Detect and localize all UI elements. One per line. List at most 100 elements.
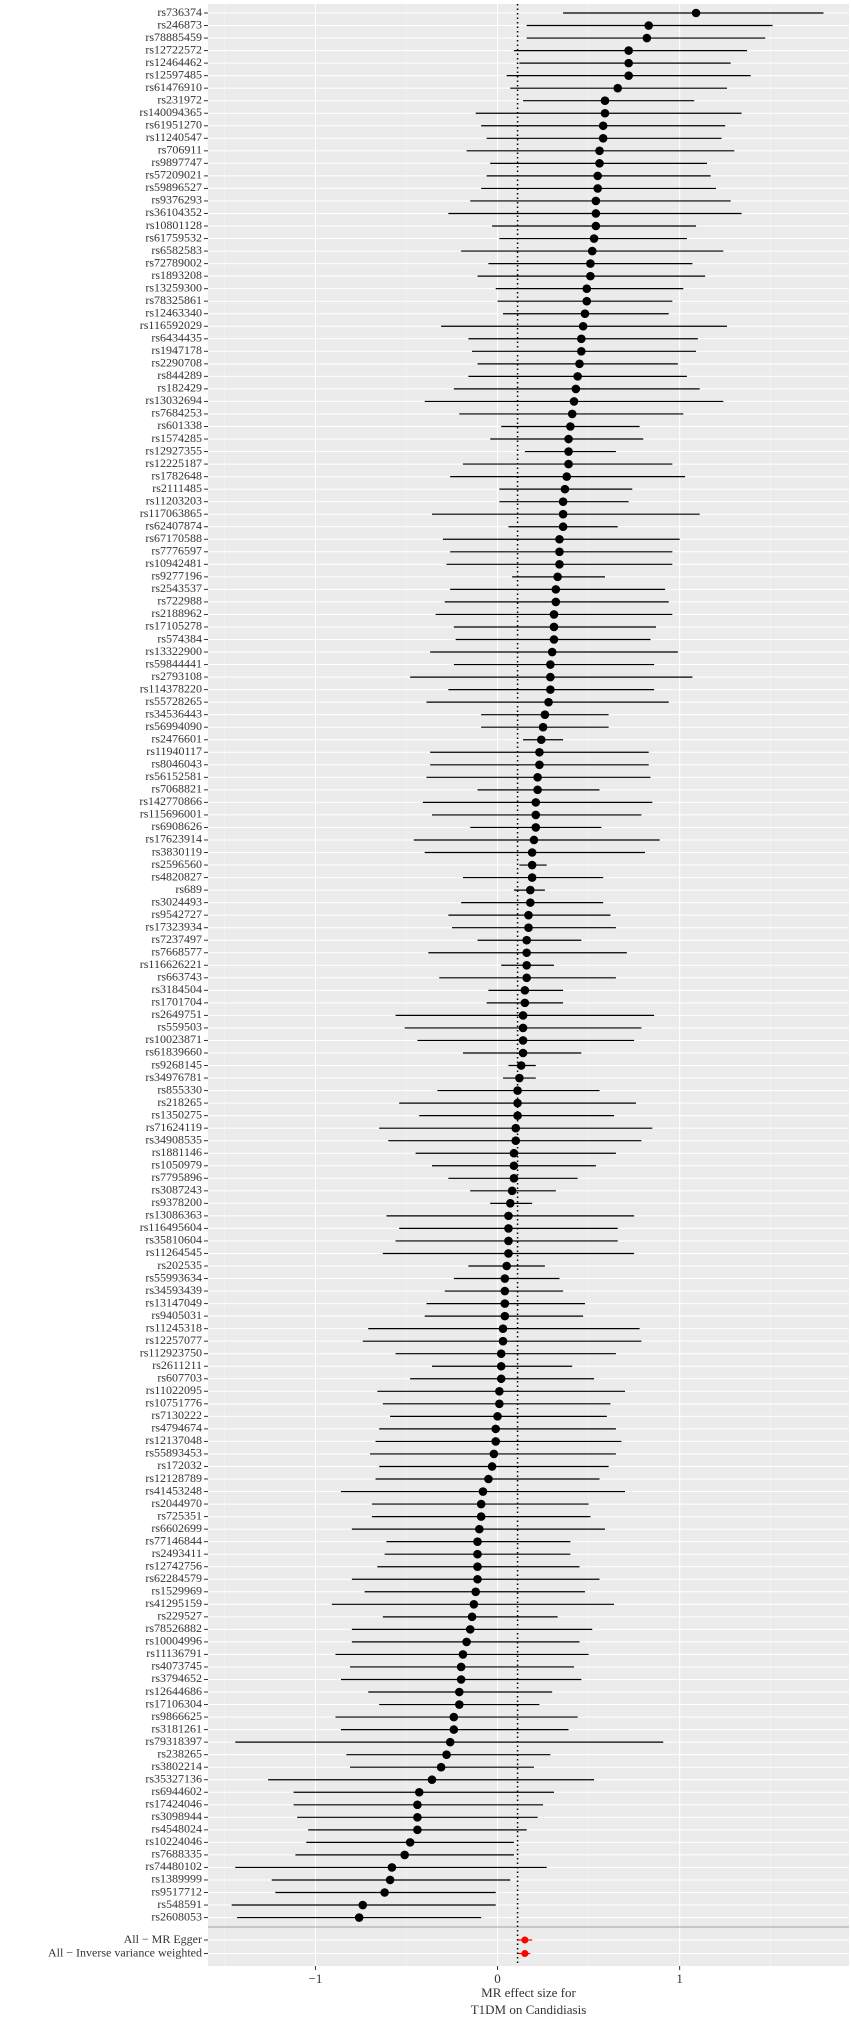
y-tick-label: rs61759532 [145,230,202,244]
point [469,1600,479,1609]
point [500,1299,510,1308]
y-tick-label: rs725351 [157,1508,202,1522]
point [427,1775,437,1785]
y-tick-label: rs9277196 [151,569,202,583]
y-tick-label: rs116626221 [140,957,202,971]
point [533,773,542,782]
panel [208,4,849,1966]
point [489,1449,499,1459]
y-tick-label: rs2290708 [151,356,202,370]
y-tick-label: rs9542727 [151,907,202,921]
point [644,21,653,30]
y-tick-label: rs2044970 [151,1496,202,1510]
point [511,1136,521,1145]
point [569,397,579,406]
point [476,1499,486,1509]
point [518,1048,528,1058]
y-tick-label: rs11136791 [146,1646,202,1660]
y-tick-label: rs844289 [157,368,202,382]
point [358,1900,368,1910]
point [473,1537,482,1546]
y-tick-label: rs74480102 [145,1859,202,1873]
point [380,1888,389,1897]
y-tick-label: rs4794674 [151,1421,202,1435]
y-tick-label: rs35327136 [145,1771,202,1785]
y-tick-label: rs7668577 [151,945,202,959]
y-tick-label: rs1893208 [151,268,202,282]
point [613,83,623,93]
point [577,347,586,356]
y-tick-label: rs56152581 [145,769,202,783]
y-tick-label: rs10224046 [145,1834,202,1848]
point [567,409,577,419]
y-tick-label: rs229527 [157,1609,202,1623]
y-tick-label: rs1389999 [151,1872,202,1886]
y-tick-label: rs218265 [157,1095,202,1109]
y-tick-label: rs706911 [158,143,202,157]
y-tick-label: rs79318397 [145,1734,202,1748]
y-tick-label: rs238265 [157,1746,202,1760]
point [449,1725,459,1734]
point [515,1073,524,1083]
point [507,1186,517,1196]
y-tick-label: rs10942481 [145,556,202,570]
y-tick-label: rs559503 [157,1020,202,1034]
point [549,635,559,644]
point [551,597,561,607]
y-tick-label: rs2493411 [152,1546,202,1560]
y-tick-label: rs34976781 [145,1070,202,1084]
y-tick-label: rs1881146 [152,1145,202,1159]
y-tick-label: rs1574285 [151,431,202,445]
y-tick-label: rs9378200 [151,1195,202,1209]
point [538,722,548,732]
point [531,810,541,820]
y-tick-label: rs117063865 [140,506,202,520]
point [564,459,573,469]
y-tick-label: rs62407874 [145,518,202,532]
y-tick-label: rs855330 [157,1082,202,1096]
point [582,296,592,306]
y-tick-label: rs6944602 [151,1784,202,1798]
y-tick-label: rs17424046 [145,1797,202,1811]
y-tick-label: rs12128789 [145,1471,202,1485]
point [518,1011,528,1020]
y-tick-label: rs7795896 [151,1170,202,1184]
y-tick-label: rs116592029 [140,318,202,332]
y-tick-label: rs34536443 [145,706,202,720]
point [546,672,555,682]
y-tick-label: rs2611211 [152,1358,202,1372]
point [591,221,601,231]
y-tick-label: rs6908626 [151,819,202,833]
y-tick-label: rs34908535 [145,1132,202,1146]
x-tick-label: −1 [309,1971,323,1986]
point [473,1562,482,1572]
y-tick-label: rs663743 [157,970,202,984]
point [400,1850,409,1860]
point [558,509,568,519]
point [526,898,535,907]
point [385,1875,395,1885]
point [491,1437,501,1446]
point [522,935,531,945]
point [495,1387,504,1396]
y-tick-label: rs1701704 [151,995,202,1009]
y-tick-label: rs41453248 [145,1483,202,1497]
y-tick-label: rs2188962 [151,606,202,620]
point [495,1399,504,1409]
y-tick-label: rs41295159 [145,1596,202,1610]
y-tick-label: All − MR Egger [124,1932,202,1946]
point [587,246,597,256]
point [529,835,539,845]
y-tick-label: rs7068821 [151,782,202,796]
point [624,58,633,68]
point [518,1023,528,1033]
point [589,234,599,243]
y-tick-label: rs3098944 [151,1809,202,1823]
point [642,33,652,43]
y-tick-label: rs72789002 [145,255,202,269]
y-tick-label: rs2543537 [151,581,202,595]
x-axis-label: MR effect size for [481,1985,576,2000]
y-tick-label: rs3184504 [151,982,202,996]
y-tick-label: rs78885459 [145,30,202,44]
point [496,1349,506,1359]
